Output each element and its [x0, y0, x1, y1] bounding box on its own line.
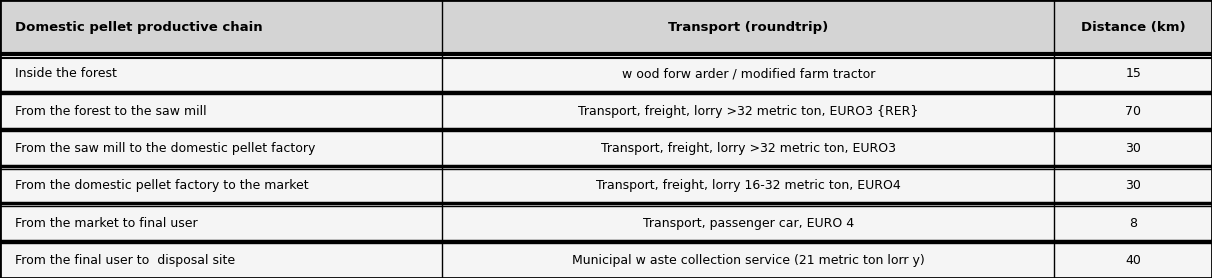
Text: Inside the forest: Inside the forest — [15, 67, 116, 80]
Text: 70: 70 — [1125, 105, 1142, 118]
Text: Distance (km): Distance (km) — [1081, 21, 1185, 34]
Text: Transport (roundtrip): Transport (roundtrip) — [668, 21, 829, 34]
Text: Transport, freight, lorry >32 metric ton, EURO3 {RER}: Transport, freight, lorry >32 metric ton… — [578, 105, 919, 118]
Text: Transport, freight, lorry >32 metric ton, EURO3: Transport, freight, lorry >32 metric ton… — [601, 142, 896, 155]
Text: 30: 30 — [1125, 142, 1142, 155]
Text: Domestic pellet productive chain: Domestic pellet productive chain — [15, 21, 262, 34]
Text: Transport, passenger car, EURO 4: Transport, passenger car, EURO 4 — [642, 217, 854, 230]
Text: From the domestic pellet factory to the market: From the domestic pellet factory to the … — [15, 179, 308, 192]
Text: From the market to final user: From the market to final user — [15, 217, 198, 230]
Bar — [0, 0, 1212, 54]
Bar — [0, 129, 1212, 166]
Bar — [0, 91, 1212, 129]
Text: Transport, freight, lorry 16-32 metric ton, EURO4: Transport, freight, lorry 16-32 metric t… — [596, 179, 901, 192]
Text: Municipal w aste collection service (21 metric ton lorr y): Municipal w aste collection service (21 … — [572, 254, 925, 267]
Bar — [0, 203, 1212, 241]
Text: 30: 30 — [1125, 179, 1142, 192]
Text: 8: 8 — [1130, 217, 1137, 230]
Bar — [0, 241, 1212, 278]
Text: 15: 15 — [1125, 67, 1142, 80]
Text: 40: 40 — [1125, 254, 1142, 267]
Bar — [0, 54, 1212, 91]
Text: From the saw mill to the domestic pellet factory: From the saw mill to the domestic pellet… — [15, 142, 315, 155]
Text: w ood forw arder / modified farm tractor: w ood forw arder / modified farm tractor — [622, 67, 875, 80]
Bar — [0, 166, 1212, 203]
Text: From the forest to the saw mill: From the forest to the saw mill — [15, 105, 206, 118]
Text: From the final user to  disposal site: From the final user to disposal site — [15, 254, 235, 267]
